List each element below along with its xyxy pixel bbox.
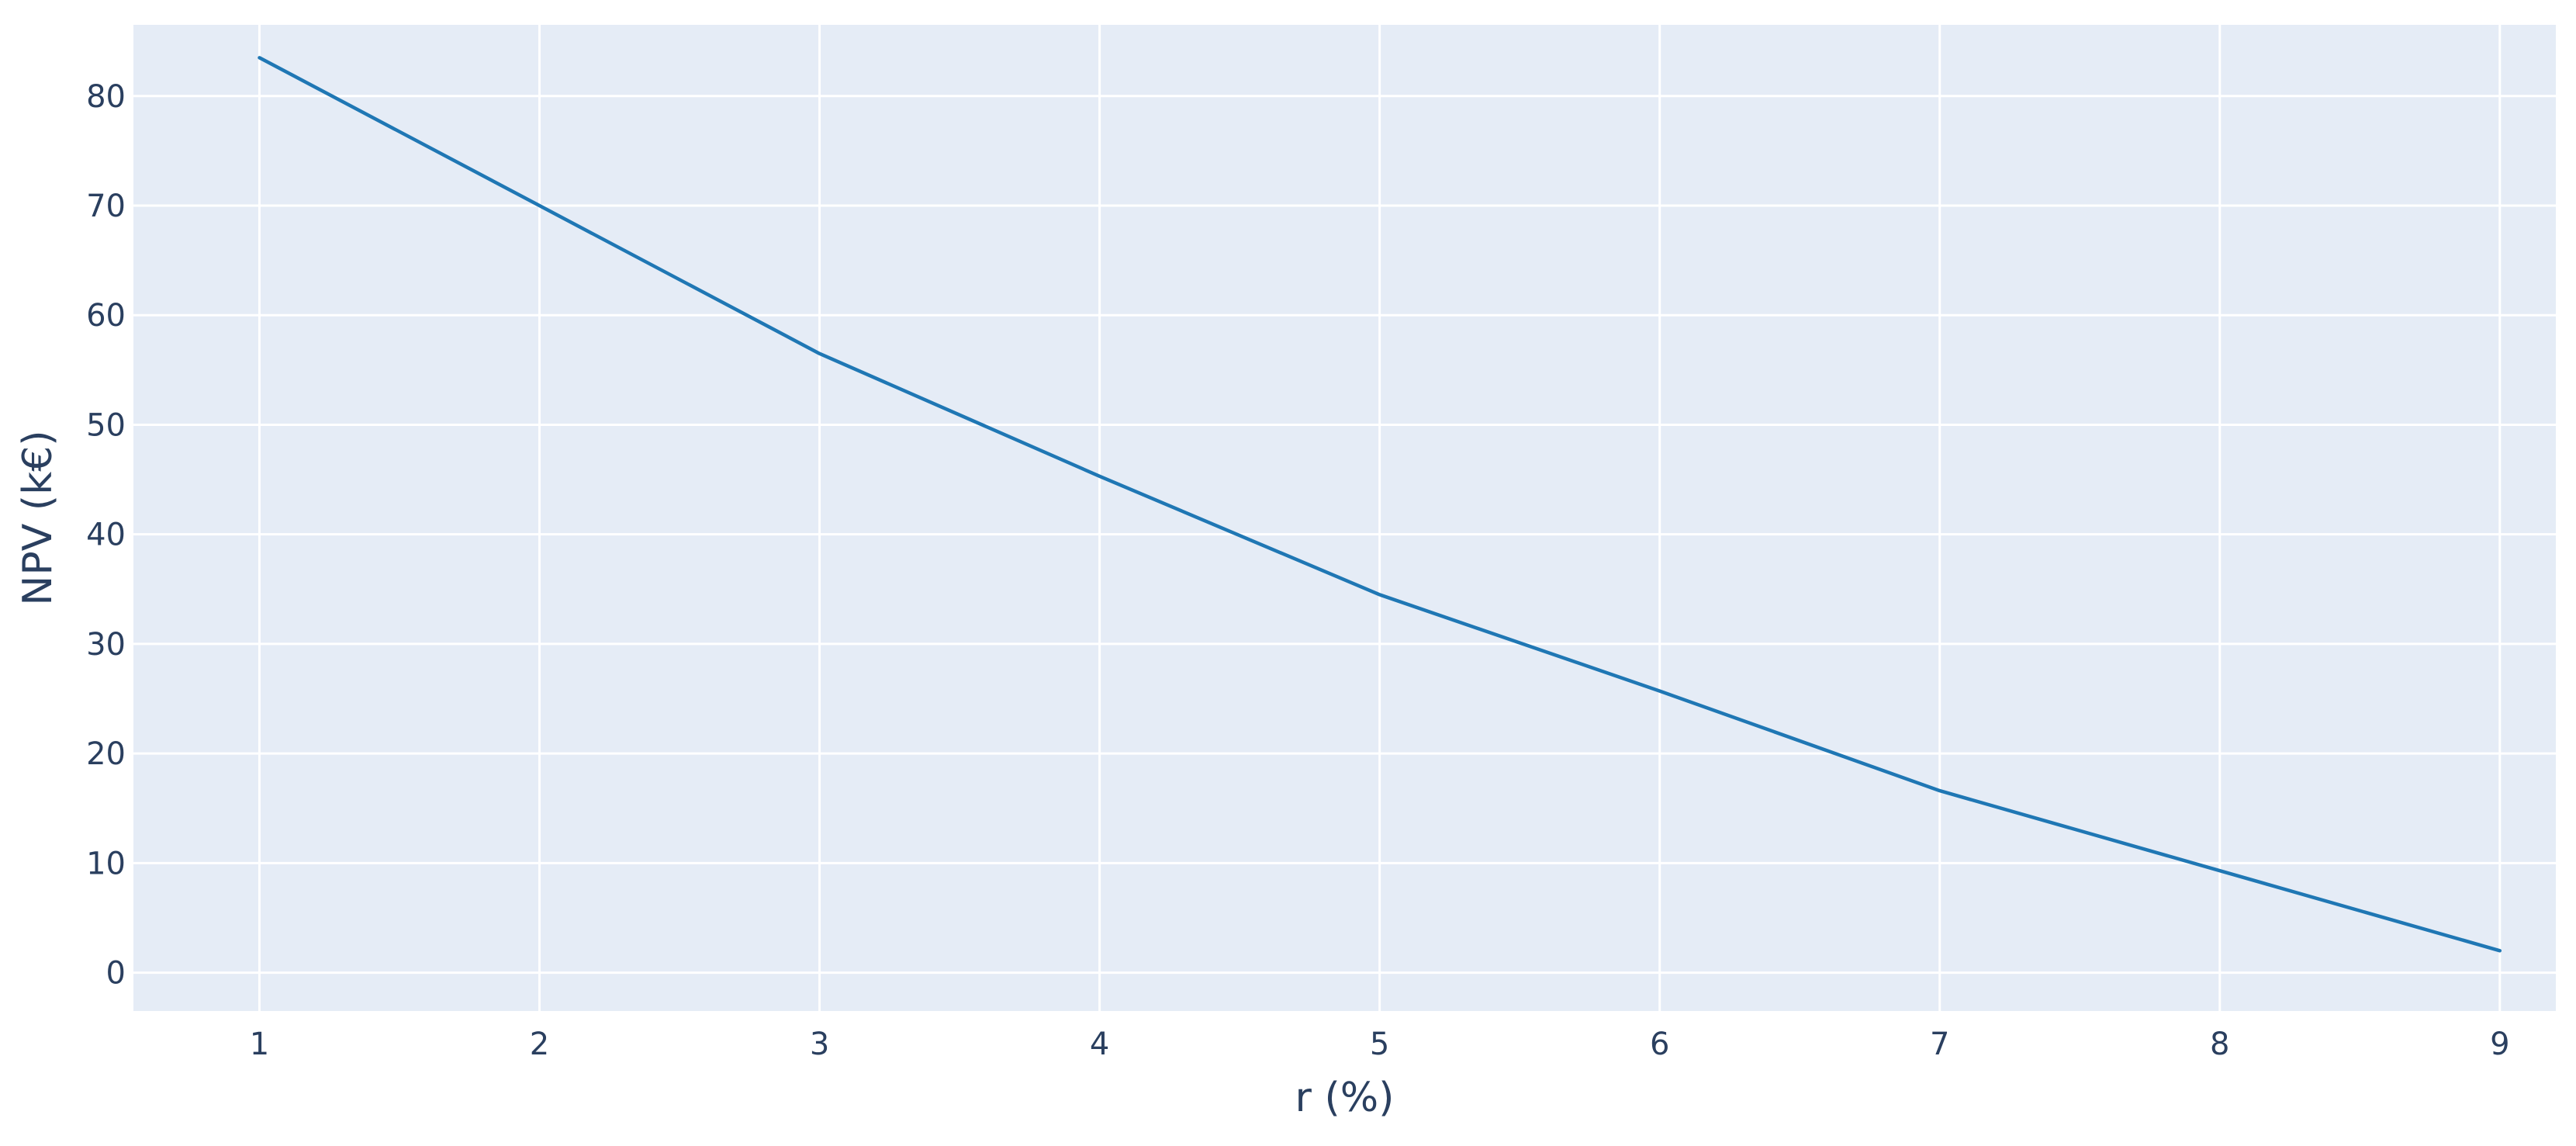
y-tick-label: 80 [86, 79, 126, 115]
y-tick-label: 60 [86, 298, 126, 334]
y-tick-label: 50 [86, 407, 126, 443]
y-tick-label: 20 [86, 736, 126, 772]
x-axis-title: r (%) [1295, 1075, 1395, 1121]
x-tick-label: 9 [2490, 1027, 2509, 1062]
y-tick-label: 10 [86, 846, 126, 881]
x-tick-label: 2 [530, 1027, 549, 1062]
x-tick-label: 6 [1650, 1027, 1669, 1062]
x-tick-label: 8 [2210, 1027, 2229, 1062]
grid-lines [133, 25, 2556, 1011]
y-tick-label: 0 [106, 956, 126, 992]
series-layer [258, 56, 2502, 953]
x-axis-ticks: 1 2 3 4 5 6 7 8 9 [250, 1027, 2510, 1062]
x-tick-label: 5 [1370, 1027, 1389, 1062]
y-tick-label: 40 [86, 518, 126, 553]
y-axis-ticks: 0 10 20 30 40 50 60 70 80 [86, 79, 126, 992]
y-tick-label: 70 [86, 189, 126, 224]
y-axis-title: NPV (k€) [15, 430, 61, 605]
y-tick-label: 30 [86, 627, 126, 663]
x-tick-label: 7 [1930, 1027, 1949, 1062]
plot-background [133, 25, 2556, 1011]
x-tick-label: 3 [810, 1027, 829, 1062]
x-tick-label: 4 [1090, 1027, 1109, 1062]
x-tick-label: 1 [250, 1027, 269, 1062]
